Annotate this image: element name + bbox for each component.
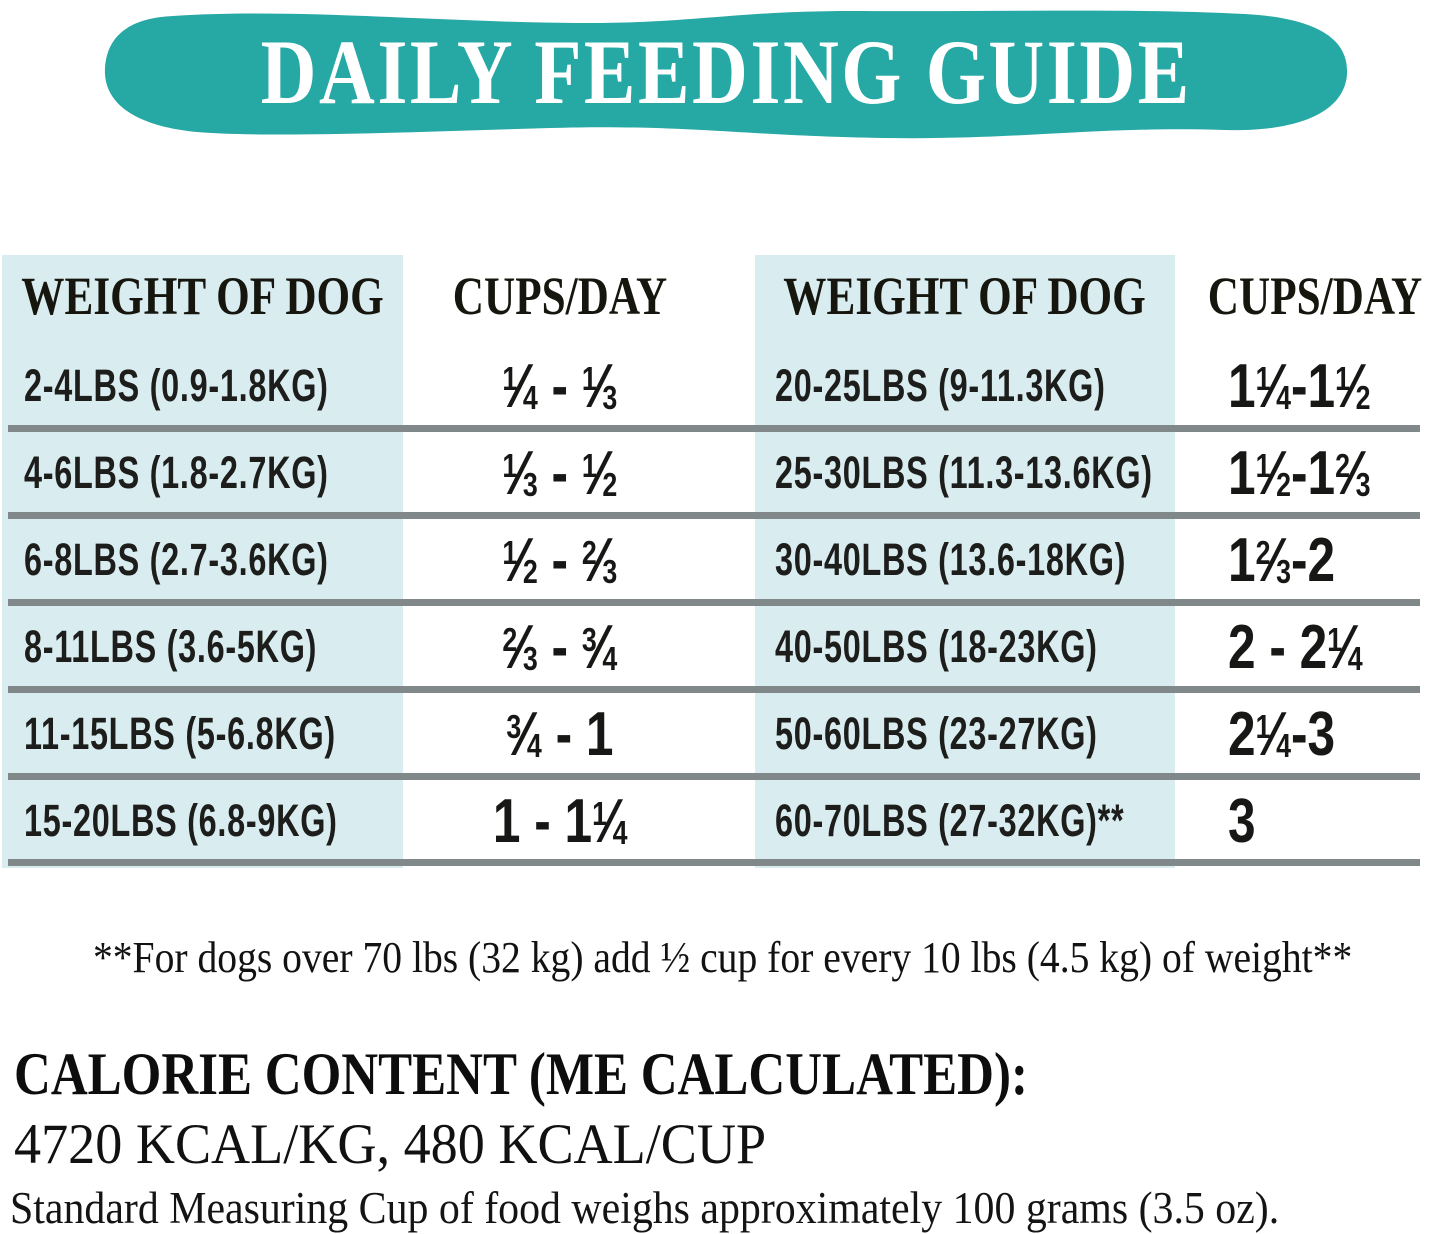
cups-cell: 1⁄3 - 1⁄2 <box>502 438 618 508</box>
cups-cell: 3 <box>1228 786 1256 856</box>
calorie-heading: CALORIE CONTENT (ME CALCULATED): <box>14 1041 1028 1107</box>
weight-column-highlight-left <box>2 255 403 868</box>
cups-cell: 3⁄4 - 1 <box>506 699 614 769</box>
weight-cell: 60-70LBS (27-32KG)** <box>775 795 1125 846</box>
weight-cell: 30-40LBS (13.6-18KG) <box>775 534 1127 585</box>
cups-cell: 2 - 21⁄4 <box>1228 612 1363 682</box>
page-title: DAILY FEEDING GUIDE <box>95 4 1357 140</box>
weight-header-left: WEIGHT OF DOG <box>21 266 384 326</box>
row-divider <box>8 686 1420 693</box>
weight-cell: 4-6LBS (1.8-2.7KG) <box>24 447 329 498</box>
row-divider <box>8 599 1420 606</box>
banner-wavy-shape <box>104 10 1348 139</box>
cups-cell: 1⁄4 - 1⁄3 <box>502 351 618 421</box>
page-title-text: DAILY FEEDING GUIDE <box>260 21 1192 123</box>
cups-cell: 11⁄2-12⁄3 <box>1228 438 1371 508</box>
weight-cell: 8-11LBS (3.6-5KG) <box>24 621 318 672</box>
row-divider <box>8 425 1420 432</box>
cups-cell: 11⁄4-11⁄2 <box>1228 351 1371 421</box>
weight-header-right: WEIGHT OF DOG <box>783 266 1147 326</box>
cups-cell: 12⁄3-2 <box>1228 525 1336 595</box>
weight-cell: 6-8LBS (2.7-3.6KG) <box>24 534 329 585</box>
weight-cell: 2-4LBS (0.9-1.8KG) <box>24 360 329 411</box>
cups-cell: 1⁄2 - 2⁄3 <box>502 525 618 595</box>
cups-cell: 1 - 11⁄4 <box>492 786 628 856</box>
banner-shape-path <box>104 10 1348 139</box>
row-divider <box>8 859 1420 866</box>
weight-column-highlight-right <box>755 255 1175 868</box>
weight-cell: 15-20LBS (6.8-9KG) <box>24 795 338 846</box>
cups-cell: 2⁄3 - 3⁄4 <box>502 612 618 682</box>
footnote: **For dogs over 70 lbs (32 kg) add ½ cup… <box>92 933 1353 982</box>
row-divider <box>8 512 1420 519</box>
cups-header-left: CUPS/DAY <box>452 266 668 326</box>
weight-cell: 40-50LBS (18-23KG) <box>775 621 1098 672</box>
feeding-table: WEIGHT OF DOG CUPS/DAY WEIGHT OF DOG CUP… <box>0 255 1445 868</box>
calorie-values: 4720 KCAL/KG, 480 KCAL/CUP <box>14 1113 767 1176</box>
weight-cell: 25-30LBS (11.3-13.6KG) <box>775 447 1153 498</box>
cup-weight-note: Standard Measuring Cup of food weighs ap… <box>10 1183 1280 1233</box>
cups-header-right: CUPS/DAY <box>1207 266 1423 326</box>
weight-cell: 50-60LBS (23-27KG) <box>775 708 1098 759</box>
banner: DAILY FEEDING GUIDE <box>95 4 1357 140</box>
row-divider <box>8 773 1420 780</box>
cups-cell: 21⁄4-3 <box>1228 699 1336 769</box>
weight-cell: 20-25LBS (9-11.3KG) <box>775 360 1106 411</box>
weight-cell: 11-15LBS (5-6.8KG) <box>24 708 336 759</box>
